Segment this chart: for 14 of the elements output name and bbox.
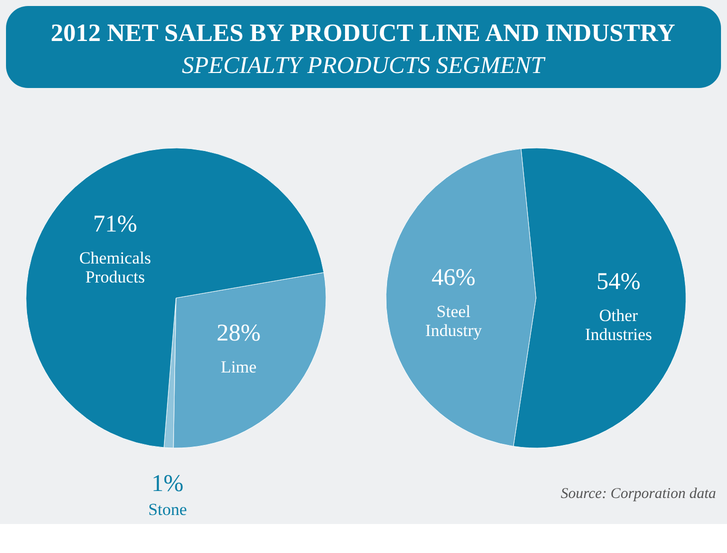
data-label: 71%	[93, 211, 138, 238]
chart-title: 2012 NET SALES BY PRODUCT LINE AND INDUSTRY	[50, 20, 676, 47]
slice-label: Lime	[220, 358, 257, 377]
slice-label: Steel Industry	[425, 302, 482, 340]
slice-label: Other Industries	[584, 306, 652, 344]
data-label: 1%	[152, 470, 184, 497]
data-label: 28%	[216, 320, 261, 347]
source-note: Source: Corporation data	[560, 486, 716, 502]
slice-label: Chemicals Products	[79, 248, 151, 286]
slice-label: Stone	[148, 500, 187, 519]
pie-slice	[26, 148, 324, 448]
data-label: 46%	[432, 264, 476, 291]
chart-subtitle: SPECIALTY PRODUCTS SEGMENT	[182, 53, 546, 79]
data-label: 54%	[596, 269, 640, 296]
